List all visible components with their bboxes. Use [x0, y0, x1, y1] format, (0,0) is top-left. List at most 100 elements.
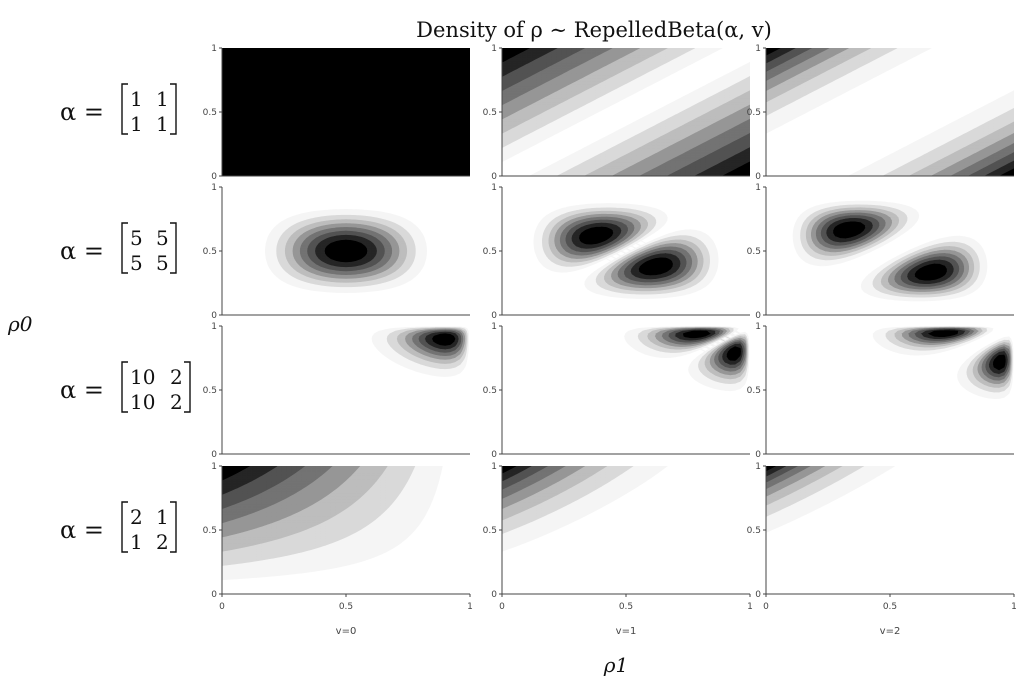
panel-r4-c3: 00.510 0.5 1v=2 — [747, 462, 1016, 637]
row-label-3: α = 10 2 10 2 — [60, 361, 191, 414]
contour-fill — [264, 208, 428, 294]
alpha-entry: 1 — [156, 87, 169, 111]
y-tick-label: 0.5 — [483, 526, 497, 536]
contour-level-8 — [502, 48, 750, 176]
alpha-label: α = — [60, 376, 104, 404]
matrix-right-bracket — [184, 361, 191, 413]
panel-r3-c1: 00.51 — [203, 322, 470, 460]
y-tick-label: 1 — [491, 44, 497, 54]
y-tick-label: 0.5 — [483, 386, 497, 396]
x-tick-label: 1 — [747, 602, 753, 612]
contour-level-8 — [431, 333, 456, 346]
y-tick-label: 0.5 — [203, 526, 217, 536]
contour-level-8 — [578, 226, 674, 276]
panel-r3-c2: 00.51 — [483, 322, 750, 460]
y-tick-label: 0 — [491, 450, 497, 460]
panel-r2-c1: 00.51 — [203, 183, 470, 321]
contour-fill — [792, 200, 988, 302]
alpha-entry: 1 — [156, 112, 169, 136]
panel-r1-c2: 00.51 — [483, 44, 750, 182]
y-tick-label: 1 — [211, 183, 217, 193]
alpha-entry: 1 — [130, 530, 143, 554]
matrix-right-bracket — [170, 222, 177, 274]
contour-fill — [872, 326, 1014, 400]
contour-level-8 — [682, 330, 741, 361]
alpha-entry: 5 — [156, 226, 169, 250]
row-label-1: α = 1 11 1 — [60, 83, 177, 136]
x-tick-label: 0.5 — [619, 602, 633, 612]
y-tick-label: 0.5 — [747, 247, 761, 257]
y-tick-label: 0 — [211, 450, 217, 460]
panel-r4-c1: 0 0.5 1 0 0.5 1 v=0 — [203, 462, 473, 637]
x-tick-label: 0.5 — [339, 602, 353, 612]
contour-fill — [624, 326, 750, 392]
x-tick-label: 0 — [499, 602, 505, 612]
y-tick-label: 1 — [755, 322, 761, 332]
panel-r2-c3: 00.51 — [747, 183, 1014, 321]
y-tick-label: 1 — [755, 462, 761, 472]
panel-r2-c2: 00.51 — [483, 183, 750, 321]
row-label-4: α = 2 11 2 — [60, 501, 177, 554]
y-axis-title-text: ρ0 — [7, 312, 33, 336]
y-tick-label: 0 — [491, 172, 497, 182]
y-tick-label: 0 — [211, 311, 217, 321]
matrix-right-bracket — [170, 501, 177, 553]
x-tick-label: 1 — [467, 602, 473, 612]
y-axis-title: ρ0 — [7, 312, 33, 336]
alpha-entry: 5 — [130, 226, 143, 250]
y-tick-label: 0 — [491, 590, 497, 600]
y-tick-label: 0 — [755, 590, 761, 600]
column-label: v=2 — [880, 626, 901, 637]
y-tick-label: 1 — [211, 44, 217, 54]
y-tick-label: 0.5 — [203, 247, 217, 257]
alpha-entry: 10 — [130, 390, 155, 414]
panel-grid: 00.5100.5100.5100.5100.5100.5100.5100.51… — [203, 44, 1016, 637]
alpha-label: α = — [60, 98, 104, 126]
y-tick-label: 0 — [211, 590, 217, 600]
alpha-entry: 1 — [130, 87, 143, 111]
contour-fill — [533, 203, 719, 299]
alpha-label: α = — [60, 516, 104, 544]
x-tick-label: 0 — [763, 602, 769, 612]
y-tick-label: 0.5 — [203, 108, 217, 118]
contour-level-8 — [766, 466, 776, 472]
contour-fill — [766, 466, 896, 533]
y-tick-label: 0 — [755, 311, 761, 321]
contour-level-8 — [832, 221, 948, 281]
alpha-entry: 5 — [130, 251, 143, 275]
y-tick-label: 0 — [211, 172, 217, 182]
y-tick-label: 0.5 — [483, 108, 497, 118]
matrix-left-bracket — [121, 501, 128, 553]
contour-level-8 — [927, 330, 1006, 371]
y-tick-label: 0 — [755, 450, 761, 460]
alpha-entry: 10 — [130, 365, 155, 389]
x-tick-label: 1 — [1011, 602, 1016, 612]
contour-level-8 — [324, 239, 368, 263]
contour-fill — [502, 466, 668, 552]
column-label: v=0 — [336, 626, 357, 637]
panel-r3-c3: 00.51 — [747, 322, 1014, 460]
matrix-left-bracket — [121, 361, 128, 413]
row-labels: α = 1 11 1α = 5 55 5α = 10 210 2α = 2 11 2 — [60, 83, 191, 554]
contour-fill — [222, 466, 443, 581]
contour-level-8 — [502, 466, 517, 474]
y-tick-label: 1 — [211, 322, 217, 332]
contour-level-7 — [826, 217, 954, 285]
x-tick-label: 0 — [219, 602, 225, 612]
y-tick-label: 0.5 — [747, 526, 761, 536]
x-axis-title: ρ1 — [603, 653, 628, 677]
y-tick-label: 0.5 — [203, 386, 217, 396]
matrix-left-bracket — [121, 83, 128, 135]
contour-level-8 — [766, 48, 1014, 176]
row-label-2: α = 5 55 5 — [60, 222, 177, 275]
y-tick-label: 0 — [491, 311, 497, 321]
alpha-label: α = — [60, 237, 104, 265]
y-tick-label: 1 — [491, 462, 497, 472]
y-tick-label: 0.5 — [483, 247, 497, 257]
contour-fill — [766, 48, 1014, 176]
alpha-entry: 1 — [130, 112, 143, 136]
panel-r4-c2: 0 0.5 1 0 0.5 1 v=1 — [483, 462, 753, 637]
panel-r1-c3: 00.51 — [747, 44, 1014, 182]
alpha-entry: 2 — [170, 365, 183, 389]
y-tick-label: 1 — [755, 183, 761, 193]
